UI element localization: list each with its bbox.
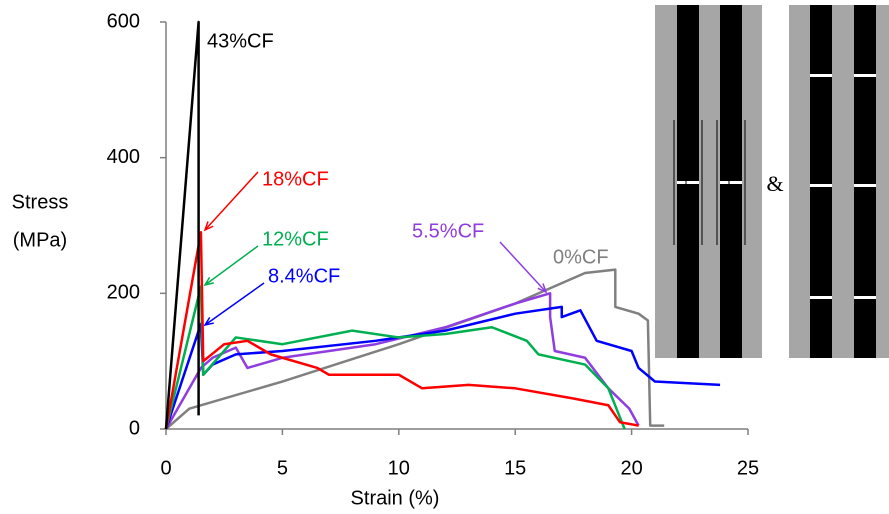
inset-separator: & xyxy=(766,171,783,196)
series-line xyxy=(165,268,665,430)
label-arrowhead xyxy=(203,221,214,232)
y-axis-label: Stress xyxy=(12,191,69,213)
label-arrow xyxy=(204,245,259,286)
inset-before xyxy=(655,5,762,358)
x-tick-label: 10 xyxy=(388,457,410,479)
label-arrow xyxy=(499,241,547,293)
inset-images xyxy=(655,5,889,358)
x-tick-label: 20 xyxy=(620,457,642,479)
x-axis-label: Strain (%) xyxy=(351,487,440,509)
label-arrow xyxy=(204,282,265,326)
series-line xyxy=(164,285,626,430)
series-label: 8.4%CF xyxy=(268,265,340,287)
series-label: 0%CF xyxy=(553,246,609,268)
series-label: 43%CF xyxy=(207,30,274,52)
x-tick-label: 25 xyxy=(737,457,759,479)
label-arrow xyxy=(204,171,259,231)
y-tick-label: 400 xyxy=(107,146,140,168)
label-arrowhead xyxy=(203,316,214,327)
y-tick-label: 200 xyxy=(107,282,140,304)
x-tick-label: 5 xyxy=(277,457,288,479)
x-tick-label: 15 xyxy=(504,457,526,479)
x-tick-label: 0 xyxy=(160,457,171,479)
label-arrowhead xyxy=(537,283,548,294)
series-label: 12%CF xyxy=(262,228,329,250)
y-tick-label: 600 xyxy=(107,10,140,32)
series-line xyxy=(164,20,200,430)
y-tick-label: 0 xyxy=(129,417,140,439)
y-axis-label: (MPa) xyxy=(13,229,67,251)
label-arrowhead xyxy=(203,276,214,287)
series-label: 18%CF xyxy=(262,168,329,190)
series-label: 5.5%CF xyxy=(412,220,484,242)
series-line xyxy=(164,292,640,430)
series-line xyxy=(164,231,639,430)
